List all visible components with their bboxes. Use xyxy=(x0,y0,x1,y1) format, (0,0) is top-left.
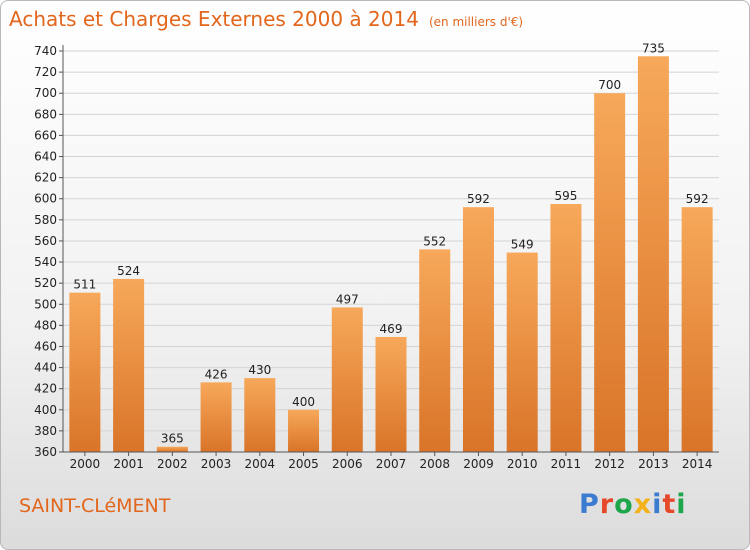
value-label-2008: 552 xyxy=(423,234,446,248)
y-tick-label: 540 xyxy=(34,255,57,269)
value-label-2001: 524 xyxy=(117,264,140,278)
bar-2009 xyxy=(462,207,494,452)
axes xyxy=(62,45,719,453)
y-tick-label: 360 xyxy=(34,445,57,459)
y-tick-label: 440 xyxy=(34,361,57,375)
logo-letter: i xyxy=(676,489,687,520)
x-tick-label-2011: 2011 xyxy=(551,457,582,471)
x-tick-label-2004: 2004 xyxy=(245,457,276,471)
x-tick-label-2007: 2007 xyxy=(376,457,407,471)
value-label-2011: 595 xyxy=(554,189,577,203)
x-axis-ticks: 2000 2001 2002 2003 2004 2005 2006 2007 2008 2009… xyxy=(70,452,713,471)
x-tick-label-2001: 2001 xyxy=(113,457,144,471)
value-label-2009: 592 xyxy=(467,192,490,206)
value-label-2013: 735 xyxy=(642,41,665,55)
x-tick-label-2010: 2010 xyxy=(507,457,538,471)
chart-title: Achats et Charges Externes 2000 à 2014 (e… xyxy=(9,7,523,31)
bar-2004 xyxy=(244,378,276,452)
bar-2011 xyxy=(550,204,582,452)
value-label-2000: 511 xyxy=(73,278,96,292)
bar-2013 xyxy=(637,56,669,453)
y-tick-label: 480 xyxy=(34,318,57,332)
chart-unit: (en milliers d'€) xyxy=(428,15,524,29)
y-tick-label: 420 xyxy=(34,382,57,396)
x-tick-label-2008: 2008 xyxy=(419,457,450,471)
x-tick-label-2009: 2009 xyxy=(463,457,494,471)
bar-2006 xyxy=(331,307,363,452)
y-tick-label: 560 xyxy=(34,234,57,248)
logo-letter: x xyxy=(633,489,653,520)
x-tick-label-2012: 2012 xyxy=(594,457,625,471)
chart-title-text: Achats et Charges Externes 2000 à 2014 xyxy=(9,7,419,31)
x-tick-label-2005: 2005 xyxy=(288,457,319,471)
logo-letter: r xyxy=(599,489,615,520)
bar-2012 xyxy=(594,93,626,453)
x-tick-label-2006: 2006 xyxy=(332,457,363,471)
y-tick-label: 380 xyxy=(34,424,57,438)
x-tick-label-2014: 2014 xyxy=(682,457,713,471)
city-name: SAINT-CLéMENT xyxy=(19,495,171,517)
logo-letter: P xyxy=(579,489,600,520)
y-tick-label: 520 xyxy=(34,276,57,290)
x-tick-label-2003: 2003 xyxy=(201,457,232,471)
value-label-2002: 365 xyxy=(161,432,184,446)
y-tick-label: 600 xyxy=(34,192,57,206)
y-axis-ticks: 360 380 400 420 440 460 480 500 520 540 560 580 600 6… xyxy=(34,44,63,459)
proxiti-logo: Proxiti xyxy=(579,489,687,520)
y-tick-label: 580 xyxy=(34,213,57,227)
bar-2002 xyxy=(156,446,188,452)
bars: 511 524 365 426 430 400 497 469 552 592 549 595 700 7… xyxy=(69,41,713,453)
logo-letter: t xyxy=(662,489,677,520)
value-label-2014: 592 xyxy=(686,192,709,206)
x-tick-label-2013: 2013 xyxy=(638,457,669,471)
bar-2001 xyxy=(113,278,145,452)
bar-2010 xyxy=(506,252,538,452)
logo-letter: i xyxy=(652,489,663,520)
value-label-2003: 426 xyxy=(205,367,228,381)
bar-2003 xyxy=(200,382,232,452)
y-tick-label: 640 xyxy=(34,150,57,164)
value-label-2004: 430 xyxy=(248,363,271,377)
y-tick-label: 720 xyxy=(34,65,57,79)
value-label-2007: 469 xyxy=(380,322,403,336)
bar-2005 xyxy=(288,409,320,452)
bar-2000 xyxy=(69,292,101,452)
y-tick-label: 620 xyxy=(34,171,57,185)
value-label-2010: 549 xyxy=(511,238,534,252)
y-tick-label: 460 xyxy=(34,339,57,353)
y-tick-label: 680 xyxy=(34,107,57,121)
x-tick-label-2002: 2002 xyxy=(157,457,188,471)
bar-2014 xyxy=(681,207,713,452)
y-tick-label: 700 xyxy=(34,86,57,100)
value-label-2005: 400 xyxy=(292,395,315,409)
y-tick-label: 740 xyxy=(34,44,57,58)
y-tick-label: 500 xyxy=(34,297,57,311)
y-tick-label: 660 xyxy=(34,128,57,142)
logo-letter: o xyxy=(614,489,634,520)
bar-2007 xyxy=(375,336,407,452)
value-label-2012: 700 xyxy=(598,78,621,92)
bar-2008 xyxy=(419,249,451,452)
value-label-2006: 497 xyxy=(336,292,359,306)
y-tick-label: 400 xyxy=(34,403,57,417)
x-tick-label-2000: 2000 xyxy=(70,457,101,471)
